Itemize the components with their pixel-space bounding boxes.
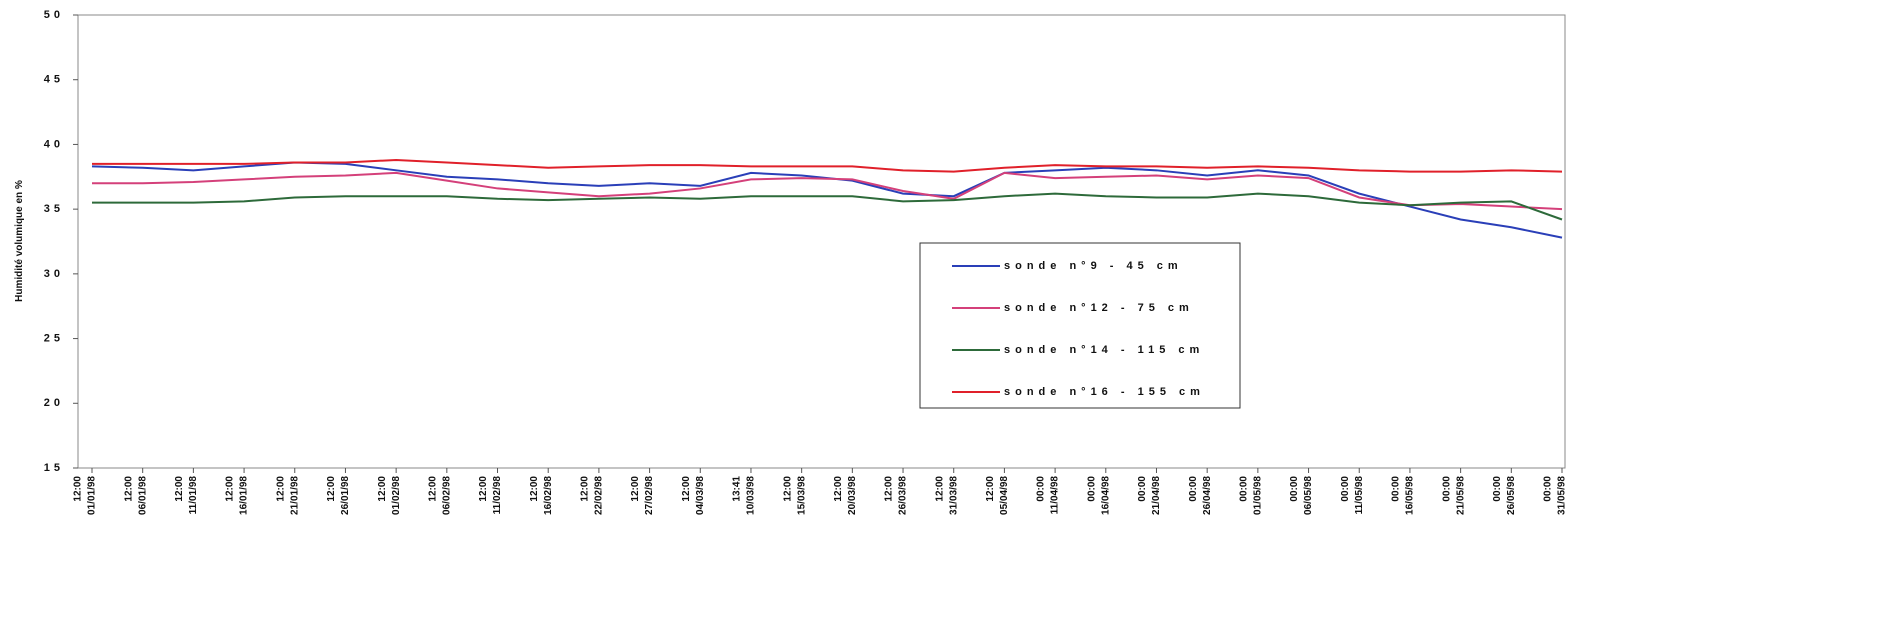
y-tick-label: 15 bbox=[44, 462, 64, 474]
x-tick-label: 21/01/98 bbox=[289, 476, 300, 515]
x-tick-time: 00:00 bbox=[1086, 476, 1097, 502]
x-tick-time: 12:00 bbox=[123, 476, 134, 502]
x-tick-time: 00:00 bbox=[1441, 476, 1452, 502]
x-tick-time: 12:00 bbox=[580, 476, 591, 502]
x-tick-label: 21/05/98 bbox=[1455, 476, 1466, 515]
x-tick-time: 00:00 bbox=[1289, 476, 1300, 502]
x-tick-time: 12:00 bbox=[225, 476, 236, 502]
x-tick-time: 00:00 bbox=[1391, 476, 1402, 502]
y-tick-label: 30 bbox=[44, 268, 64, 280]
y-axis-label: Humidité volumique en % bbox=[14, 180, 25, 302]
x-tick-time: 00:00 bbox=[1492, 476, 1503, 502]
x-tick-time: 12:00 bbox=[326, 476, 337, 502]
x-tick-time: 00:00 bbox=[1340, 476, 1351, 502]
y-tick-label: 35 bbox=[44, 203, 64, 215]
x-tick-time: 12:00 bbox=[529, 476, 540, 502]
x-tick-time: 12:00 bbox=[985, 476, 996, 502]
x-tick-label: 31/03/98 bbox=[948, 476, 959, 515]
x-tick-label: 20/03/98 bbox=[847, 476, 858, 515]
x-tick-label: 06/01/98 bbox=[137, 476, 148, 515]
x-tick-label: 16/04/98 bbox=[1100, 476, 1111, 515]
x-tick-time: 12:00 bbox=[73, 476, 84, 502]
y-tick-label: 40 bbox=[44, 138, 64, 150]
y-tick-label: 50 bbox=[44, 9, 64, 21]
x-tick-label: 15/03/98 bbox=[796, 476, 807, 515]
x-tick-label: 04/03/98 bbox=[695, 476, 706, 515]
y-tick-label: 20 bbox=[44, 397, 64, 409]
x-tick-label: 06/02/98 bbox=[441, 476, 452, 515]
x-tick-label: 11/04/98 bbox=[1050, 476, 1061, 515]
legend-label: sonde n°12 - 75 cm bbox=[1004, 302, 1194, 314]
x-tick-time: 13:41 bbox=[732, 476, 743, 502]
x-tick-label: 16/01/98 bbox=[239, 476, 250, 515]
x-tick-label: 06/05/98 bbox=[1303, 476, 1314, 515]
x-tick-time: 12:00 bbox=[681, 476, 692, 502]
x-tick-time: 00:00 bbox=[1239, 476, 1250, 502]
x-tick-label: 22/02/98 bbox=[594, 476, 605, 515]
x-tick-label: 26/01/98 bbox=[340, 476, 351, 515]
legend-box bbox=[919, 242, 1241, 409]
x-tick-label: 26/03/98 bbox=[898, 476, 909, 515]
x-tick-label: 26/04/98 bbox=[1202, 476, 1213, 515]
x-tick-label: 11/01/98 bbox=[188, 476, 199, 515]
series-line bbox=[92, 192, 1563, 221]
x-tick-time: 12:00 bbox=[478, 476, 489, 502]
x-tick-time: 00:00 bbox=[1543, 476, 1554, 502]
y-tick-label: 25 bbox=[44, 332, 64, 344]
series-line bbox=[92, 171, 1563, 211]
x-tick-time: 12:00 bbox=[782, 476, 793, 502]
x-tick-label: 11/05/98 bbox=[1354, 476, 1365, 515]
x-tick-label: 01/01/98 bbox=[87, 476, 98, 515]
x-tick-time: 12:00 bbox=[833, 476, 844, 502]
x-tick-time: 00:00 bbox=[1188, 476, 1199, 502]
x-tick-time: 00:00 bbox=[1137, 476, 1148, 502]
x-tick-label: 05/04/98 bbox=[999, 476, 1010, 515]
legend-label: sonde n°14 - 115 cm bbox=[1004, 344, 1204, 356]
x-tick-label: 01/05/98 bbox=[1253, 476, 1264, 515]
x-tick-label: 16/02/98 bbox=[543, 476, 554, 515]
x-tick-time: 12:00 bbox=[377, 476, 388, 502]
x-tick-time: 12:00 bbox=[427, 476, 438, 502]
legend-label: sonde n°9 - 45 cm bbox=[1004, 260, 1183, 272]
x-tick-label: 31/05/98 bbox=[1557, 476, 1568, 515]
legend-label: sonde n°16 - 155 cm bbox=[1004, 386, 1205, 398]
x-tick-label: 16/05/98 bbox=[1405, 476, 1416, 515]
x-tick-time: 12:00 bbox=[275, 476, 286, 502]
x-tick-time: 12:00 bbox=[630, 476, 641, 502]
x-tick-label: 21/04/98 bbox=[1151, 476, 1162, 515]
x-tick-label: 01/02/98 bbox=[391, 476, 402, 515]
x-tick-label: 26/05/98 bbox=[1506, 476, 1517, 515]
x-tick-time: 12:00 bbox=[174, 476, 185, 502]
series-line bbox=[92, 158, 1563, 173]
plot-frame bbox=[77, 14, 1566, 469]
x-tick-time: 12:00 bbox=[934, 476, 945, 502]
x-tick-time: 12:00 bbox=[884, 476, 895, 502]
x-tick-label: 27/02/98 bbox=[644, 476, 655, 515]
x-tick-label: 11/02/98 bbox=[492, 476, 503, 515]
x-tick-label: 10/03/98 bbox=[746, 476, 757, 515]
x-tick-time: 00:00 bbox=[1036, 476, 1047, 502]
y-tick-label: 45 bbox=[44, 74, 64, 86]
